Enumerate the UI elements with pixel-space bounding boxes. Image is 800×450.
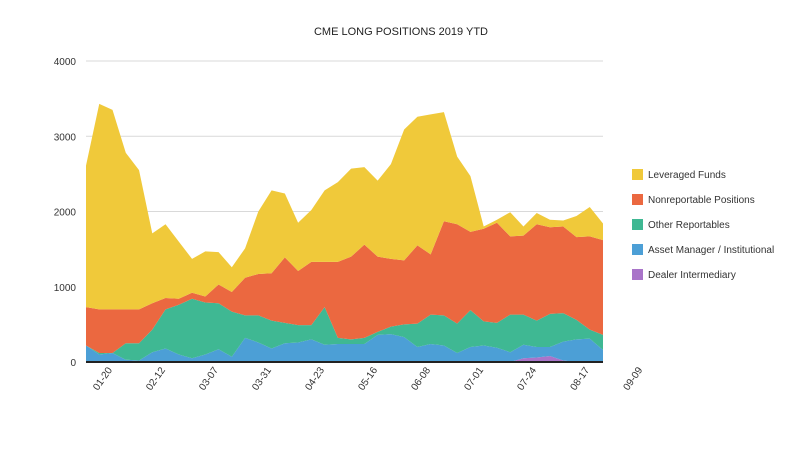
y-tick-label: 0	[70, 358, 76, 369]
x-axis: 01-20 02-12 03-07 03-31 04-23 05-16 06-08 07-01…	[91, 365, 645, 393]
area-nonreportable-positions	[86, 221, 603, 353]
legend-swatch-leveraged-funds	[632, 169, 643, 180]
x-tick-label: 04-23	[303, 365, 327, 393]
legend: Leveraged Funds Nonreportable Positions Ot…	[632, 169, 774, 281]
legend-label-dealer-intermediary: Dealer Intermediary	[648, 270, 736, 281]
y-axis: 0 1000 2000 3000 4000	[54, 57, 77, 369]
x-tick-label: 05-16	[356, 365, 380, 393]
x-tick-label: 01-20	[91, 365, 115, 393]
x-tick-label: 03-07	[197, 365, 221, 393]
plot-area	[86, 103, 603, 362]
area-leveraged-funds	[86, 103, 603, 310]
legend-label-leveraged-funds: Leveraged Funds	[648, 170, 726, 181]
x-tick-label: 08-17	[569, 365, 593, 393]
y-tick-label: 3000	[54, 132, 77, 143]
legend-swatch-asset-manager-institutional	[632, 244, 643, 255]
x-tick-label: 03-31	[250, 365, 274, 393]
legend-label-asset-manager-institutional: Asset Manager / Institutional	[648, 245, 774, 256]
x-tick-label: 02-12	[144, 365, 168, 393]
legend-label-nonreportable-positions: Nonreportable Positions	[648, 195, 755, 206]
x-tick-label: 09-09	[622, 365, 646, 393]
chart-title: CME LONG POSITIONS 2019 YTD	[314, 26, 488, 38]
area-other-reportables	[86, 298, 603, 361]
x-tick-label: 06-08	[409, 365, 433, 393]
legend-swatch-dealer-intermediary	[632, 269, 643, 280]
x-tick-label: 07-24	[515, 365, 539, 393]
y-tick-label: 4000	[54, 57, 77, 68]
area-asset-manager-institutional	[86, 334, 603, 362]
y-tick-label: 2000	[54, 208, 77, 219]
y-tick-label: 1000	[54, 283, 77, 294]
legend-swatch-nonreportable-positions	[632, 194, 643, 205]
legend-label-other-reportables: Other Reportables	[648, 220, 730, 231]
x-tick-label: 07-01	[462, 365, 486, 393]
legend-swatch-other-reportables	[632, 219, 643, 230]
